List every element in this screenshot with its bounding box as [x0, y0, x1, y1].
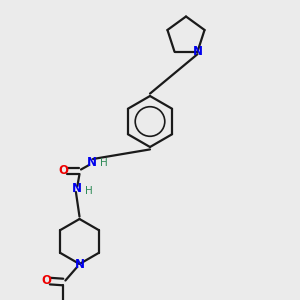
Text: O: O — [58, 164, 68, 177]
Text: O: O — [41, 274, 51, 287]
Text: N: N — [193, 45, 202, 58]
Text: N: N — [86, 155, 97, 169]
Text: N: N — [71, 182, 82, 196]
Text: H: H — [85, 185, 92, 196]
Text: N: N — [74, 257, 85, 271]
Text: H: H — [100, 158, 107, 168]
